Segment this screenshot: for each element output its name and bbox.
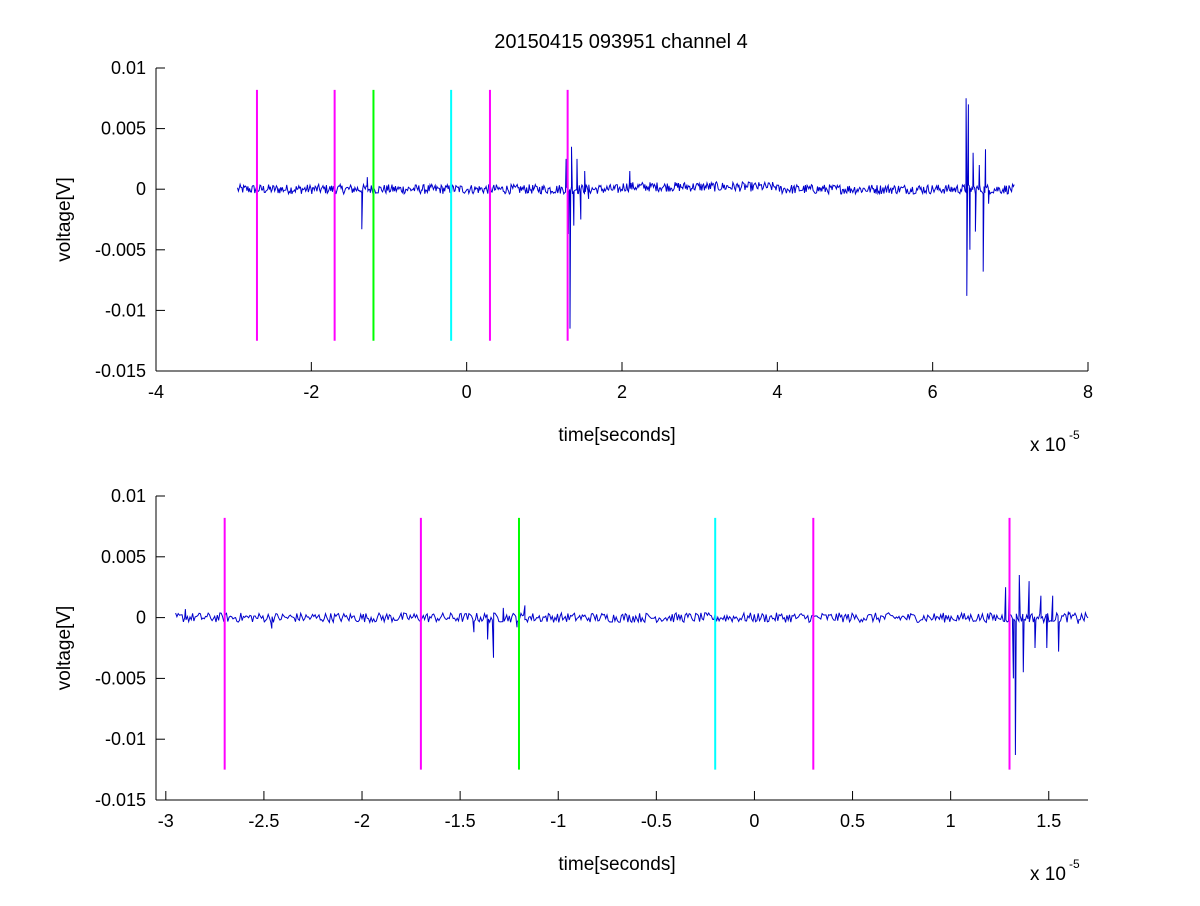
- x-tick-label: -1: [550, 811, 566, 831]
- y-tick-label: -0.01: [105, 300, 146, 320]
- y-tick-label: 0.005: [101, 119, 146, 139]
- y-tick-label: -0.015: [95, 790, 146, 810]
- y-tick-label: -0.01: [105, 729, 146, 749]
- y-tick-label: 0: [136, 179, 146, 199]
- x-multiplier-label: x 10: [1030, 435, 1066, 456]
- x-multiplier-label: x 10: [1030, 864, 1066, 885]
- x-tick-label: 8: [1083, 382, 1093, 402]
- x-tick-label: -4: [148, 382, 164, 402]
- x-tick-label: 4: [772, 382, 782, 402]
- x-axis-label: time[seconds]: [558, 425, 675, 446]
- x-tick-label: -2: [303, 382, 319, 402]
- x-multiplier-exponent: -5: [1069, 428, 1080, 442]
- figure-title: 20150415 093951 channel 4: [494, 31, 748, 53]
- x-multiplier-exponent: -5: [1069, 857, 1080, 871]
- x-axis-label: time[seconds]: [558, 854, 675, 875]
- x-tick-label: -2.5: [248, 811, 279, 831]
- y-tick-label: -0.005: [95, 668, 146, 688]
- x-tick-label: 1: [946, 811, 956, 831]
- y-tick-label: 0.005: [101, 547, 146, 567]
- x-tick-label: 0.5: [840, 811, 865, 831]
- y-tick-label: 0: [136, 608, 146, 628]
- bottom-chart: -3 -2.5 -2 -1.5 -1 -0.5 0 0.5 1 1.5 0.01 0.005 0 -0.0…: [54, 486, 1089, 885]
- y-tick-label: -0.005: [95, 240, 146, 260]
- x-tick-label: -0.5: [641, 811, 672, 831]
- x-tick-label: -2: [354, 811, 370, 831]
- signal-series-line: [237, 98, 1015, 329]
- y-axis-label: voltage[V]: [54, 606, 75, 691]
- y-tick-label: 0.01: [111, 58, 146, 78]
- y-tick-label: -0.015: [95, 361, 146, 381]
- y-axis-label: voltage[V]: [54, 177, 75, 262]
- x-tick-label: 0: [462, 382, 472, 402]
- y-tick-label: 0.01: [111, 486, 146, 506]
- x-tick-label: -1.5: [445, 811, 476, 831]
- x-tick-label: 1.5: [1036, 811, 1061, 831]
- x-tick-label: -3: [158, 811, 174, 831]
- signal-series-line: [175, 566, 1089, 756]
- x-tick-label: 6: [928, 382, 938, 402]
- top-chart: -4 -2 0 2 4 6 8 0.01 0.005 0 -0.005 -0.01 -0.015 time…: [54, 58, 1093, 456]
- x-tick-label: 0: [749, 811, 759, 831]
- x-tick-label: 2: [617, 382, 627, 402]
